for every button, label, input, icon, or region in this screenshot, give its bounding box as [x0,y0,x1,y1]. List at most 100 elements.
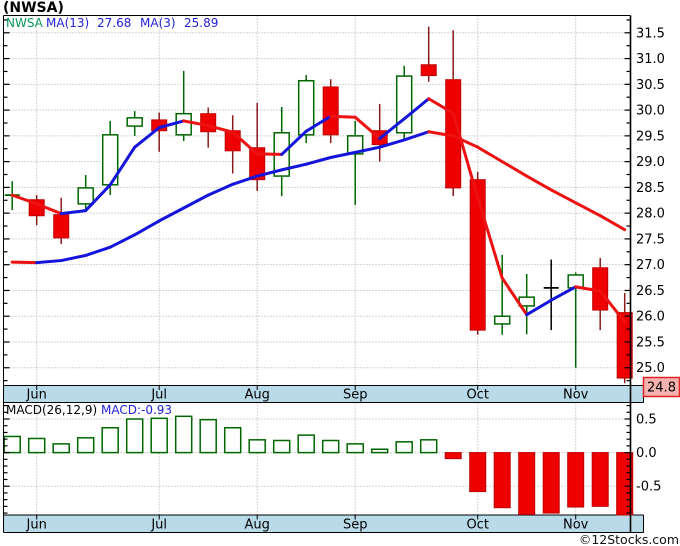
price-axis-label: 29.5 [636,129,665,144]
ma3-segment [378,117,406,140]
macd-bar-negative [518,452,536,515]
ma13-segment [304,156,333,166]
ma3-segment [10,193,39,206]
candle-body-up [395,75,413,134]
month-label: Oct [466,388,488,403]
candle-body-up [77,187,94,205]
macd-axis-label: 0.5 [636,413,657,428]
macd-bar-positive [52,443,70,454]
ma13-segment [206,182,235,197]
macd-bar-negative [469,452,487,493]
legend-ma3-label: MA(3) [140,16,176,30]
price-axis-label: 29.0 [636,155,665,170]
ma3-segment [525,298,553,317]
macd-bar-positive [174,415,193,454]
legend-ma13-label: MA(13) [46,16,89,30]
price-axis-label: 28.0 [636,207,665,222]
month-label: Jul [150,388,167,403]
ma3-segment [353,115,382,140]
ma13-segment [59,253,88,263]
price-axis-label: 27.0 [636,258,665,273]
candle-body-down [200,113,217,133]
ma13-segment [133,219,161,237]
ma3-segment [549,285,578,302]
price-axis-label: 25.0 [636,361,665,376]
ma3-segment [476,196,504,280]
last-price-label: 24.8 [647,381,676,396]
ma13-segment [10,260,39,265]
ma13-segment [574,201,602,218]
candle-body-down [53,214,70,239]
price-axis-label: 28.5 [636,181,665,196]
month-label: Sep [343,518,368,533]
candle-body-up [175,112,192,136]
month-label: Sep [343,388,368,403]
candle-body-up [346,135,364,155]
macd-bar-positive [76,437,95,454]
month-label: Aug [245,388,270,403]
macd-bar-positive [297,434,315,454]
macd-bar-positive [419,439,438,454]
ma3-segment [255,152,284,156]
ma3-segment [280,129,308,156]
ma3-segment [304,114,333,133]
ma3-segment [108,145,137,187]
ma3-segment [35,202,63,216]
macd-bar-positive [248,439,266,454]
ma3-segment [402,97,431,121]
ma3-segment [182,119,210,128]
candle-body-up [126,117,143,127]
ma13-segment [280,162,308,172]
macd-bar-positive [150,417,168,454]
macd-bar-negative [567,452,585,508]
macd-bar-negative [591,452,609,507]
candle-body-down [249,147,266,181]
watermark: ©12Stocks.com [579,532,679,546]
ma13-segment [451,134,480,149]
price-axis-label: 31.5 [636,26,665,41]
macd-bar-positive [199,418,217,454]
macd-bar-negative [493,452,511,509]
macd-axis-label: 0.0 [636,446,657,461]
ma3-segment [329,114,357,119]
macd-bar-positive [3,435,21,454]
ma3-segment [598,289,627,324]
candle-body-down [420,64,437,77]
price-axis-label: 26.5 [636,284,665,299]
macd-bar-positive [321,439,340,454]
macd-bar-positive [223,426,242,454]
price-axis-label: 25.5 [636,335,665,350]
ma13-segment [402,130,431,142]
month-label: Jul [150,518,167,533]
month-label: Oct [466,518,488,533]
month-bands-layer [3,385,644,533]
ma3-segment [59,209,88,216]
month-label: Jun [26,388,47,403]
macd-bar-positive [125,418,144,454]
month-label: Jun [26,518,47,533]
ma13-segment [182,193,210,210]
ma13-segment [476,145,504,164]
price-axis-label: 26.0 [636,310,665,325]
ma13-segment [108,233,137,249]
macd-bar-negative [542,452,560,514]
candle-body-down [469,179,486,331]
ma13-segment [500,160,529,178]
ma13-segment [427,130,455,138]
macd-bar-positive [395,441,413,454]
macd-axis-label: -0.5 [636,480,661,495]
ma13-segment [329,150,357,160]
month-label: Nov [563,518,589,533]
ma3-segment [133,126,161,149]
price-axis-label: 30.0 [636,104,665,119]
ma13-segment [35,259,63,265]
month-label: Nov [563,388,589,403]
candle-body-up [493,315,511,325]
legend-ma13-value: 27.68 [97,16,131,30]
ma13-segment [598,214,627,232]
legend-ma3-value: 25.89 [184,16,218,30]
ma3-segment [84,183,112,213]
ma3-segment [500,276,529,317]
